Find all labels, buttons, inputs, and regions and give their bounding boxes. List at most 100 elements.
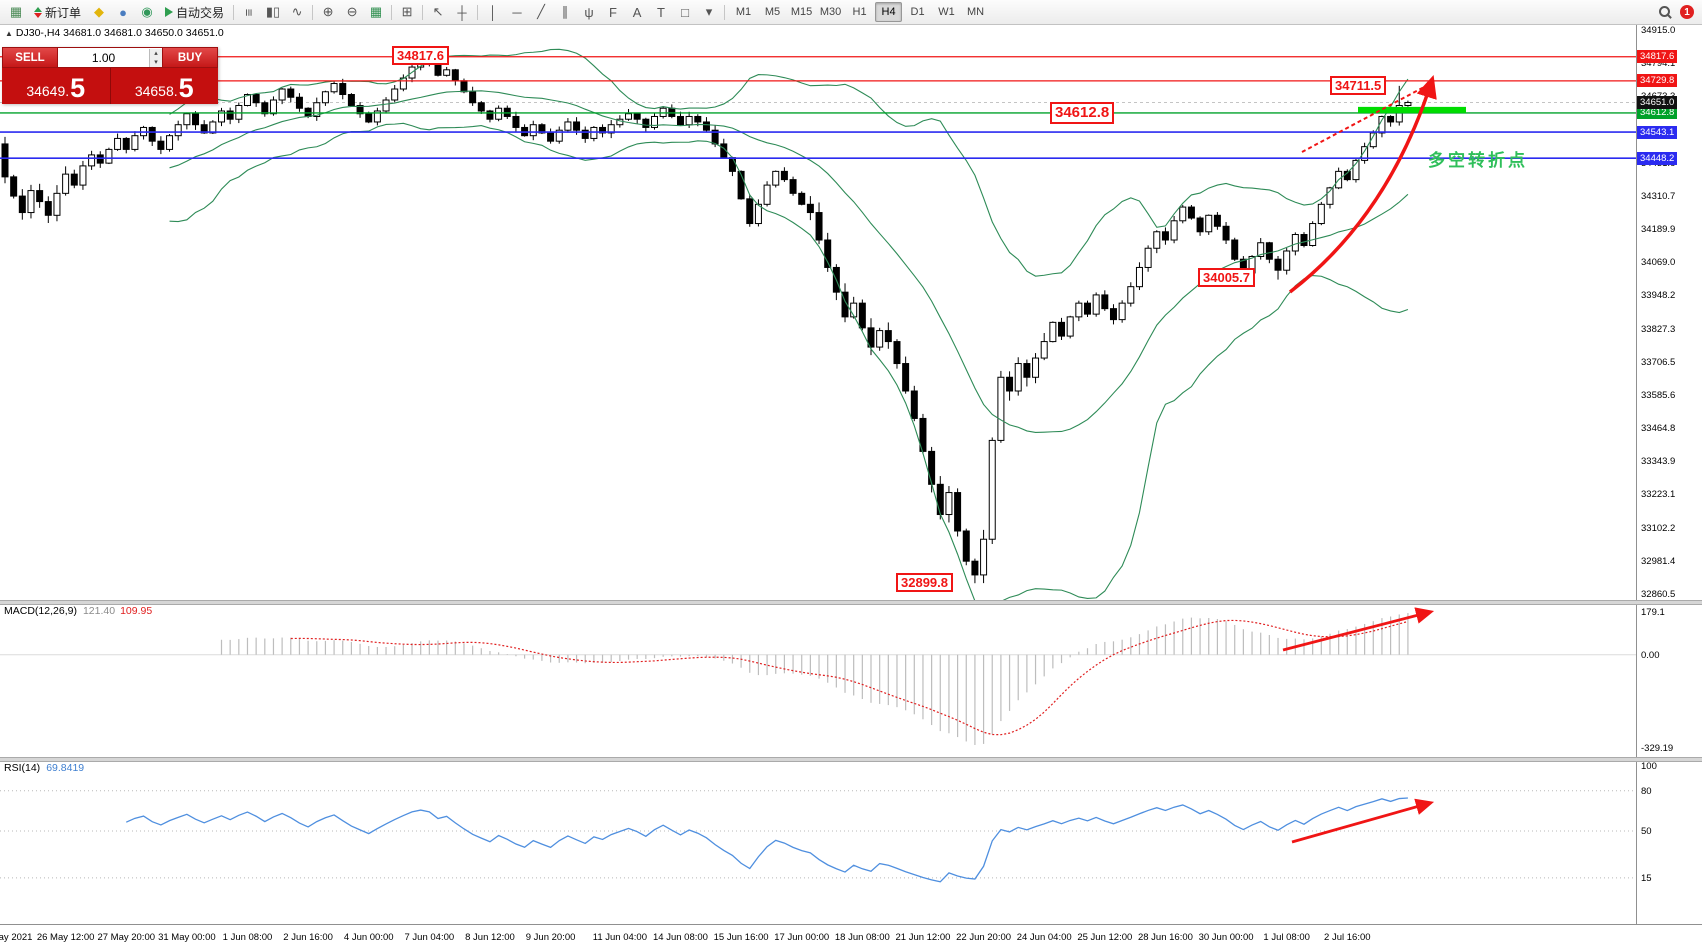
candle-bullish	[1283, 250, 1291, 271]
text-icon[interactable]: A	[632, 4, 642, 20]
tile-windows-icon[interactable]: ▦	[369, 4, 383, 19]
main-chart[interactable]	[0, 24, 1636, 600]
zoom-in-icon[interactable]: ⊕	[322, 4, 334, 19]
timeframe-bar: M1 M5 M15 M30 H1 H4 D1 W1 MN	[729, 2, 990, 22]
rsi-value: 69.8419	[46, 762, 85, 774]
fibonacci-icon[interactable]: F	[609, 4, 617, 20]
sell-button[interactable]: SELL	[2, 47, 58, 68]
timeframe-mn[interactable]: MN	[966, 6, 985, 18]
bar-chart-icon[interactable]: ≡	[241, 8, 257, 16]
sell-price-display[interactable]: 34649. 5	[2, 68, 111, 104]
candle-bearish	[122, 137, 130, 150]
candle-bearish	[928, 450, 936, 485]
buy-price-display[interactable]: 34658. 5	[110, 68, 218, 104]
candle-bearish	[910, 390, 918, 419]
toolbar-separator	[312, 4, 314, 20]
price-annotation-34817.6[interactable]: 34817.6	[392, 46, 449, 65]
candle-bullish	[114, 137, 122, 150]
volume-value[interactable]: 1.00	[91, 50, 116, 65]
candle-bearish	[728, 157, 736, 172]
panel-separator[interactable]	[0, 757, 1702, 762]
zoom-out-icon[interactable]: ⊖	[346, 4, 358, 19]
new-order-button[interactable]: 新订单	[29, 2, 86, 22]
time-label: 25 May 2021	[0, 932, 33, 943]
candle-bullish	[243, 94, 251, 106]
macd-chart[interactable]	[0, 603, 1636, 757]
price-tick: 34794.1	[1641, 58, 1676, 70]
spin-down-icon[interactable]: ▾	[150, 57, 162, 67]
volume-field[interactable]: 1.00 ▴ ▾	[58, 47, 162, 68]
timeframe-h4[interactable]: H4	[875, 2, 903, 22]
market-watch-icon[interactable]: ●	[119, 4, 127, 20]
trendline-icon[interactable]: ╱	[537, 4, 545, 19]
panel-separator[interactable]	[0, 600, 1702, 605]
price-annotation-34612.8[interactable]: 34612.8	[1050, 102, 1115, 124]
candle-bullish	[1170, 220, 1178, 241]
bollinger-upper-band[interactable]	[169, 48, 1409, 277]
dropdown-icon[interactable]: ▾	[705, 4, 713, 19]
timeframe-m30[interactable]: M30	[819, 6, 842, 18]
candle-bullish	[607, 124, 615, 134]
diamond-icon[interactable]: ◆	[94, 4, 105, 19]
bollinger-middle-band[interactable]	[169, 90, 1409, 433]
candle-bearish	[547, 132, 555, 142]
time-label: 11 Jun 04:00	[592, 932, 647, 943]
candle-bearish	[477, 102, 485, 112]
timeframe-h1[interactable]: H1	[852, 6, 867, 18]
line-chart-icon[interactable]: ∿	[291, 4, 303, 19]
candle-bearish	[1274, 258, 1282, 271]
rsi-chart[interactable]	[0, 760, 1636, 924]
price-tick: 33827.3	[1641, 323, 1676, 335]
toolbar-separator	[233, 4, 235, 20]
price-annotation-32899.8[interactable]: 32899.8	[896, 573, 953, 592]
buy-sell-arrows-icon	[34, 6, 42, 18]
notification-badge[interactable]: 1	[1680, 5, 1694, 19]
timeframe-w1[interactable]: W1	[938, 6, 955, 18]
macd-axis-label: -329.19	[1641, 743, 1674, 754]
buy-price-main: 34658.	[134, 83, 178, 99]
timeframe-m5[interactable]: M5	[764, 6, 781, 18]
timeframe-m15[interactable]: M15	[790, 6, 813, 18]
navigator-icon[interactable]: ◉	[141, 4, 153, 19]
price-annotation-34711.5[interactable]: 34711.5	[1330, 76, 1387, 95]
crosshair-icon[interactable]: ┼	[457, 4, 467, 20]
candle-bearish	[902, 363, 910, 392]
rsi-axis-label: 50	[1641, 826, 1652, 837]
new-order-label: 新订单	[45, 5, 82, 20]
chart-window-icon[interactable]: ▦	[9, 4, 23, 19]
channel-icon[interactable]: ∥	[561, 4, 569, 19]
search-icon[interactable]	[1659, 5, 1672, 19]
candlestick-chart-icon[interactable]: ▮▯	[265, 4, 281, 19]
shapes-icon[interactable]: □	[681, 4, 689, 20]
candle-bullish	[625, 113, 633, 120]
time-label: 26 May 12:00	[36, 932, 95, 943]
price-annotation-34005.7[interactable]: 34005.7	[1198, 268, 1255, 287]
candle-bullish	[772, 170, 780, 186]
pitchfork-icon[interactable]: ψ	[584, 4, 594, 20]
spin-up-icon[interactable]: ▴	[150, 48, 162, 58]
candle-bearish	[962, 530, 970, 562]
price-axis-macd[interactable]: 179.1 0.00 -329.19	[1636, 603, 1702, 757]
candle-bearish	[599, 126, 607, 134]
price-tick: 33706.5	[1641, 356, 1676, 368]
macd-panel: 179.1 0.00 -329.19 MACD(12,26,9) 121.40 109.…	[0, 603, 1702, 757]
autotrading-button[interactable]: 自动交易	[160, 2, 229, 22]
timeframe-d1[interactable]: D1	[910, 6, 925, 18]
time-label: 18 Jun 08:00	[834, 932, 890, 943]
horizontal-line-icon[interactable]: ─	[512, 4, 522, 20]
label-icon[interactable]: T	[657, 4, 665, 20]
price-axis-main[interactable]: 34915.034794.134673.334552.434431.634310…	[1636, 24, 1702, 600]
candle-bearish	[512, 115, 520, 128]
candle-bearish	[287, 88, 295, 98]
volume-stepper[interactable]: ▴ ▾	[149, 48, 162, 67]
candle-bearish	[919, 417, 927, 452]
turning-point-note[interactable]: 多空转折点	[1428, 151, 1528, 170]
cursor-icon[interactable]: ↖	[432, 4, 444, 19]
buy-button[interactable]: BUY	[162, 47, 218, 68]
bollinger-lower-band[interactable]	[169, 122, 1409, 600]
vertical-line-icon[interactable]: │	[488, 4, 498, 20]
auto-arrange-icon[interactable]: ⊞	[401, 4, 413, 19]
price-axis-rsi[interactable]: 100 80 50 15	[1636, 760, 1702, 924]
timeframe-m1[interactable]: M1	[735, 6, 752, 18]
